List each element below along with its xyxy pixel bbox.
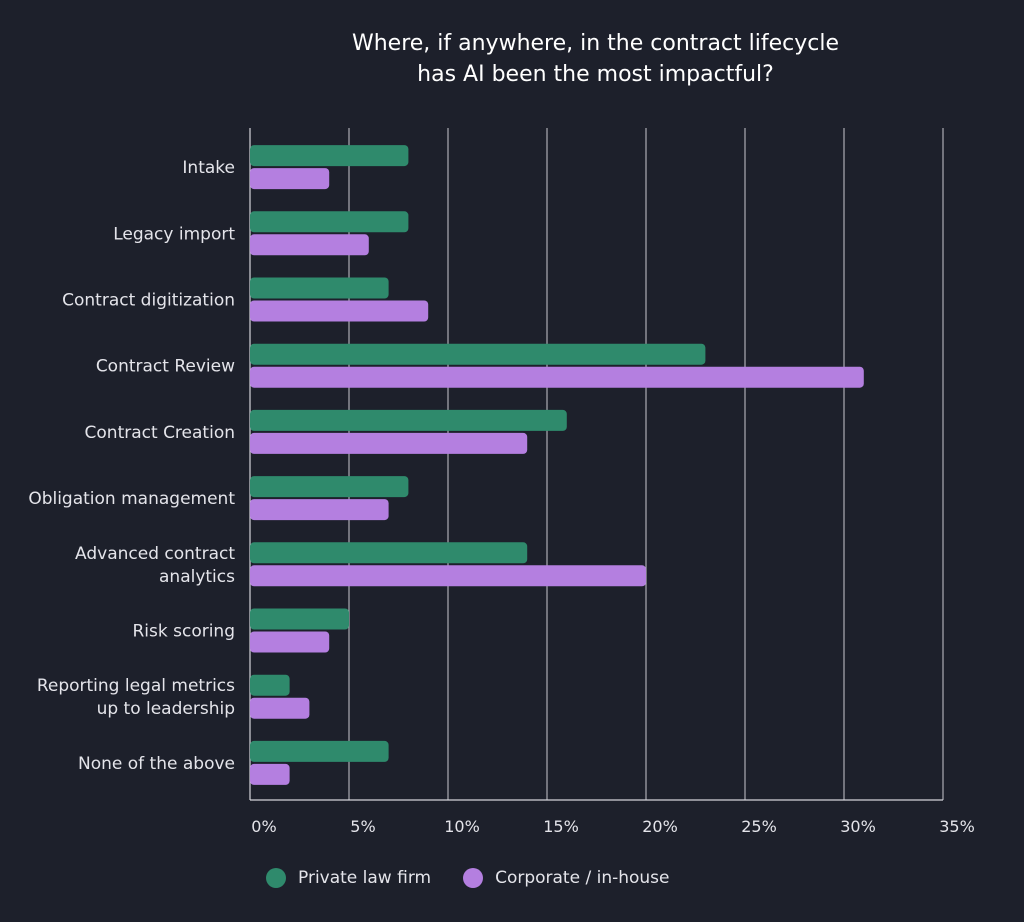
category-label: Advanced contract: [75, 544, 235, 564]
chart-title: Where, if anywhere, in the contract life…: [247, 28, 944, 90]
legend-label-corporate: Corporate / in-house: [495, 868, 670, 888]
bar-corporate-in-house: [250, 234, 369, 256]
x-tick-label: 20%: [642, 817, 678, 836]
category-label: None of the above: [78, 754, 235, 774]
bar-corporate-in-house: [250, 631, 330, 653]
category-label: Intake: [182, 158, 235, 178]
category-label: Obligation management: [28, 489, 235, 509]
bar-corporate-in-house: [250, 300, 429, 322]
bar-private-law-firm: [250, 277, 389, 299]
category-label: up to leadership: [97, 699, 235, 719]
legend: Private law firm Corporate / in-house: [266, 868, 702, 888]
legend-swatch-corporate: [463, 868, 484, 888]
x-tick-label: 25%: [741, 817, 777, 836]
category-label: Legacy import: [113, 224, 235, 244]
bar-private-law-firm: [250, 409, 567, 431]
bar-private-law-firm: [250, 476, 409, 498]
x-tick-label: 30%: [840, 817, 876, 836]
category-label: Contract Review: [96, 357, 235, 377]
category-label: analytics: [159, 567, 235, 587]
bar-private-law-firm: [250, 674, 290, 696]
bar-chart: 0% 5% 10% 15% 20% 25% 30% 35% Intake Legacy impor…: [28, 128, 975, 836]
bar-private-law-firm: [250, 608, 349, 630]
chart-title-line-2: has AI been the most impactful?: [417, 62, 774, 87]
category-label: Risk scoring: [132, 622, 235, 642]
bar-private-law-firm: [250, 542, 528, 564]
category-label: Contract Creation: [85, 423, 235, 443]
bar-private-law-firm: [250, 211, 409, 233]
x-tick-label: 15%: [543, 817, 579, 836]
category-label: Reporting legal metrics: [37, 676, 235, 696]
legend-item-corporate: Corporate / in-house: [463, 868, 670, 888]
bar-private-law-firm: [250, 343, 706, 365]
bar-corporate-in-house: [250, 168, 330, 190]
bar-corporate-in-house: [250, 366, 864, 388]
category-label: Contract digitization: [62, 291, 235, 311]
x-tick-label: 35%: [939, 817, 975, 836]
bar-corporate-in-house: [250, 432, 528, 454]
legend-item-private: Private law firm: [266, 868, 431, 888]
x-tick-label: 10%: [444, 817, 480, 836]
legend-label-private: Private law firm: [298, 868, 432, 888]
bar-corporate-in-house: [250, 499, 389, 521]
chart-title-line-1: Where, if anywhere, in the contract life…: [351, 31, 840, 56]
bar-private-law-firm: [250, 145, 409, 167]
x-tick-label: 0%: [251, 817, 276, 836]
bar-corporate-in-house: [250, 697, 310, 719]
bar-corporate-in-house: [250, 565, 646, 587]
x-tick-label: 5%: [350, 817, 375, 836]
bar-corporate-in-house: [250, 763, 290, 785]
bar-private-law-firm: [250, 740, 389, 762]
legend-swatch-private: [266, 868, 286, 888]
